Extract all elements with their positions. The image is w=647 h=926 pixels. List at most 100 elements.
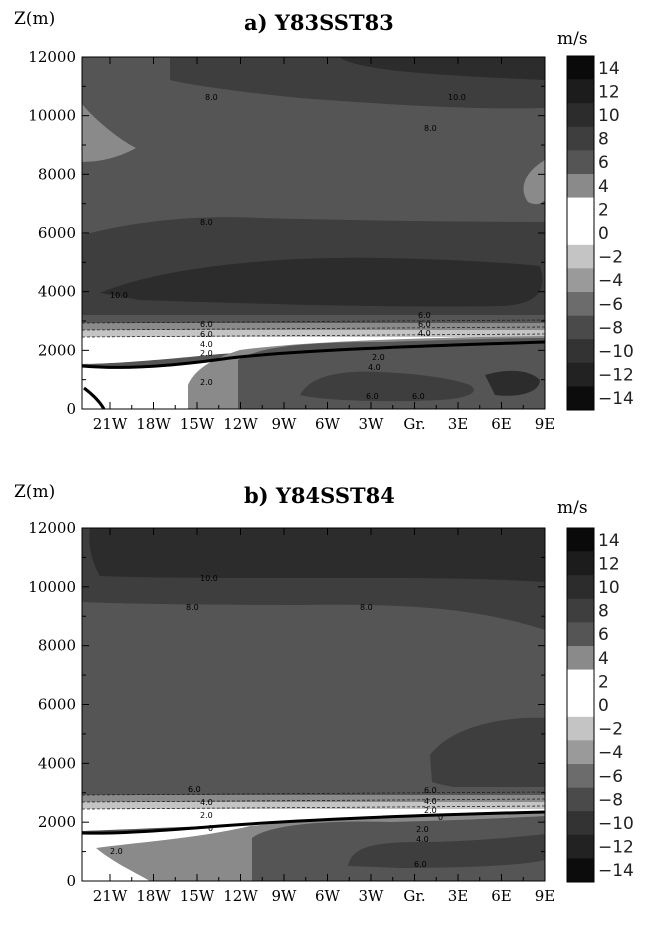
colorbar-label: 12 <box>598 554 620 574</box>
colorbar-label: −6 <box>598 767 623 787</box>
colorbar-label: 0 <box>598 696 609 716</box>
panel-a-ylabel: Z(m) <box>14 9 55 29</box>
panel-b-ylabel: Z(m) <box>14 482 55 502</box>
x-tick-label: Gr. <box>403 887 425 905</box>
colorbar-label: 2 <box>598 200 609 220</box>
colorbar-label: 12 <box>598 82 620 102</box>
colorbar-label: −8 <box>598 790 623 810</box>
colorbar-cell <box>567 362 594 387</box>
contour-label: 6.0 <box>200 320 213 329</box>
colorbar-cell <box>567 197 594 222</box>
colorbar-label: 4 <box>598 649 609 669</box>
colorbar-label: −14 <box>598 861 634 881</box>
x-tick-label: 3E <box>448 887 469 905</box>
y-tick-label: 10000 <box>28 578 76 596</box>
y-tick-label: 12000 <box>28 48 76 66</box>
colorbar-label: −12 <box>598 366 634 386</box>
x-tick-label: 3W <box>359 887 385 905</box>
colorbar-label: −4 <box>598 743 623 763</box>
contour-label: 8.0 <box>186 603 199 612</box>
contour-label: 8.0 <box>205 93 218 102</box>
colorbar-cell <box>567 292 594 316</box>
colorbar-label: 10 <box>598 106 620 126</box>
colorbar-cell <box>567 693 594 718</box>
colorbar-label: 8 <box>598 130 609 150</box>
x-tick-label: Gr. <box>403 415 425 433</box>
colorbar-label: 14 <box>598 531 620 551</box>
field-band-10-top <box>340 57 545 80</box>
y-tick-label: 12000 <box>28 519 76 537</box>
contour-label: 8.0 <box>200 218 213 227</box>
x-tick-label: 9W <box>272 415 298 433</box>
x-tick-label: 15W <box>180 887 215 905</box>
colorbar-cell <box>567 221 594 246</box>
x-tick-label: 12W <box>223 415 258 433</box>
x-tick-label: 21W <box>93 415 128 433</box>
contour-label: 4.0 <box>418 329 431 338</box>
y-tick-label: 10000 <box>28 107 76 125</box>
colorbar-cell <box>567 528 594 552</box>
x-tick-label: 15W <box>180 415 215 433</box>
colorbar-label: −10 <box>598 814 634 834</box>
colorbar-cell <box>567 764 594 788</box>
contour-label: 10.0 <box>200 574 218 583</box>
contour-label: 4.0 <box>416 835 429 844</box>
y-tick-label: 6000 <box>38 696 76 714</box>
panel-b-axes: 21W 18W 15W 12W 9W 6W 3W Gr. 3E 6E 9E 0 2000 4000 6000… <box>28 519 555 905</box>
colorbar-label: −6 <box>598 295 623 315</box>
field-band-4-east <box>523 160 545 205</box>
y-tick-label: 0 <box>66 872 76 890</box>
x-tick-label: 6W <box>315 887 341 905</box>
contour-label: 0 <box>208 824 213 833</box>
colorbar-cell <box>567 386 594 411</box>
contour-label: 0 <box>438 813 443 822</box>
y-tick-label: 6000 <box>38 224 76 242</box>
panel-a-field <box>82 57 545 409</box>
colorbar-frame <box>566 527 595 883</box>
colorbar-a: 14 12 10 8 6 4 2 0 −2 −4 −6 −8 −10 −12 −14 <box>566 55 634 411</box>
contour-label: 8.0 <box>424 124 437 133</box>
x-tick-label: 9W <box>272 887 298 905</box>
colorbar-label: 14 <box>598 59 620 79</box>
contour-label: 8.0 <box>360 603 373 612</box>
contour-label: 6.0 <box>412 392 425 401</box>
x-tick-label: 6E <box>491 887 512 905</box>
colorbar-label: 6 <box>598 625 609 645</box>
x-tick-label: 6E <box>491 415 512 433</box>
y-tick-label: 2000 <box>38 341 76 359</box>
field-band-pos6 <box>348 834 545 868</box>
colorbar-cell <box>567 315 594 340</box>
colorbar-cell <box>567 244 594 269</box>
x-tick-label: 18W <box>136 887 171 905</box>
colorbar-label: −2 <box>598 248 623 268</box>
field-band-10-top <box>89 528 545 582</box>
colorbar-cell <box>567 834 594 859</box>
zero-contour-a <box>82 340 545 369</box>
colorbar-cell <box>567 551 594 576</box>
colorbar-cell <box>567 268 594 293</box>
contour-label: 6.0 <box>424 786 437 795</box>
zero-contour-b <box>82 810 545 835</box>
colorbar-cell <box>567 150 594 175</box>
contour-label: 2.0 <box>372 353 385 362</box>
contour-label: 4.0 <box>200 340 213 349</box>
contour-label: 2.0 <box>200 811 213 820</box>
colorbar-label: −10 <box>598 342 634 362</box>
colorbar-label: −2 <box>598 720 623 740</box>
contour-label: 10.0 <box>448 93 466 102</box>
colorbar-cell <box>567 787 594 812</box>
contour-label: 6.0 <box>188 785 201 794</box>
y-tick-label: 8000 <box>38 165 76 183</box>
contour-label: 6.0 <box>418 311 431 320</box>
x-tick-label: 18W <box>136 415 171 433</box>
contour-label: 2.0 <box>416 825 429 834</box>
contour-label: 2.0 <box>200 378 213 387</box>
y-tick-label: 2000 <box>38 813 76 831</box>
colorbar-label: −8 <box>598 318 623 338</box>
colorbar-label: −12 <box>598 838 634 858</box>
field-band-pos6 <box>300 371 474 402</box>
field-band-4-west <box>82 104 136 162</box>
field-band-8-east <box>430 717 545 793</box>
panel-a-axes: 21W 18W 15W 12W 9W 6W 3W Gr. 3E 6E 9E 0 2000 4000 6000… <box>28 48 555 433</box>
